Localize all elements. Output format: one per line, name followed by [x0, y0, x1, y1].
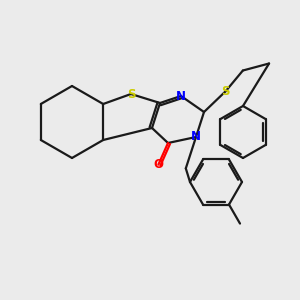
Text: N: N	[191, 130, 201, 143]
Text: S: S	[127, 88, 135, 100]
Text: S: S	[221, 85, 230, 98]
Text: O: O	[153, 158, 164, 171]
Text: N: N	[176, 89, 186, 103]
